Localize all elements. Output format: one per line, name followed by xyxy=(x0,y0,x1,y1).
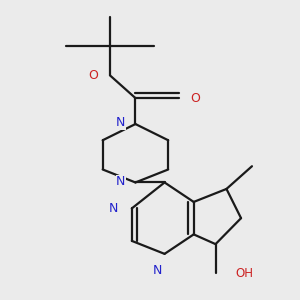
Text: O: O xyxy=(88,69,98,82)
Text: N: N xyxy=(116,116,126,129)
Text: OH: OH xyxy=(236,267,253,280)
Text: N: N xyxy=(109,202,118,215)
Text: N: N xyxy=(153,264,162,277)
Text: O: O xyxy=(190,92,200,105)
Text: N: N xyxy=(116,175,126,188)
